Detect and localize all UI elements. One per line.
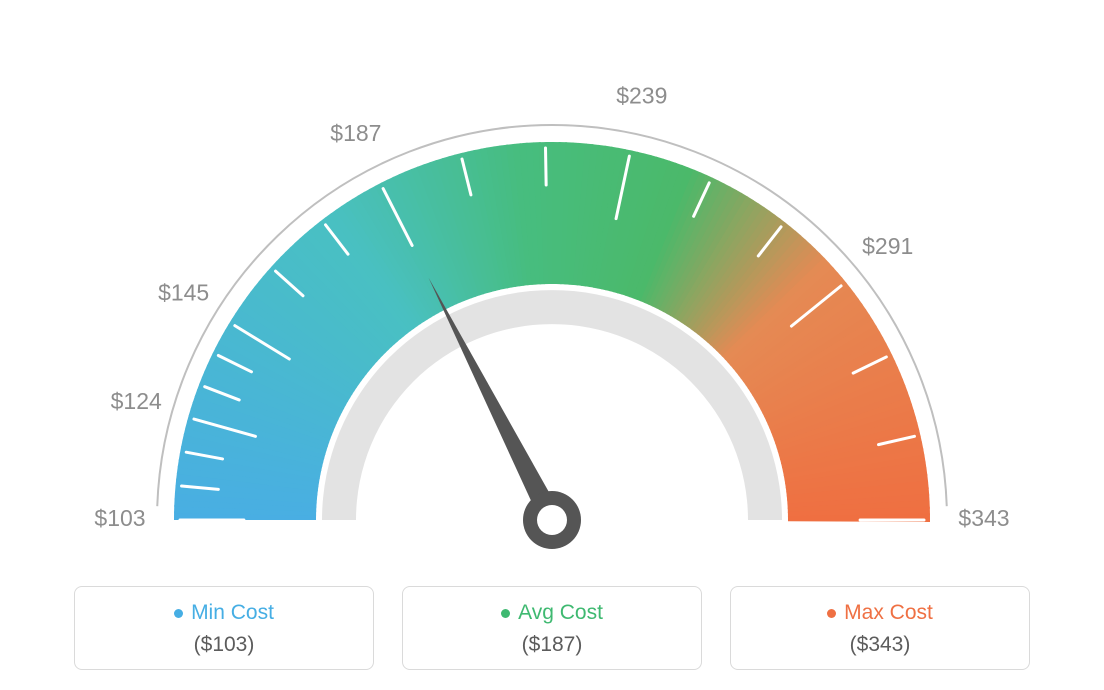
gauge-tick-label: $103 (94, 505, 145, 531)
gauge-svg: $103 $124 $145 $187 $239 $291 $343 (0, 0, 1104, 560)
gauge-tick-label: $145 (158, 279, 209, 305)
legend-value-min: ($103) (85, 633, 363, 657)
gauge-tick-label: $187 (330, 120, 381, 146)
legend-title-max: Max Cost (827, 601, 933, 625)
gauge-hub-hole (537, 505, 567, 535)
legend-card-max: Max Cost ($343) (730, 586, 1030, 670)
legend-card-min: Min Cost ($103) (74, 586, 374, 670)
legend-value-avg: ($187) (413, 633, 691, 657)
gauge-tick-label: $239 (616, 83, 667, 109)
legend-title-avg: Avg Cost (501, 601, 603, 625)
gauge-tick-label: $343 (958, 505, 1009, 531)
dot-icon (501, 609, 510, 618)
legend-value-max: ($343) (741, 633, 1019, 657)
legend-title-label: Avg Cost (518, 601, 603, 625)
legend-card-avg: Avg Cost ($187) (402, 586, 702, 670)
legend-title-label: Min Cost (191, 601, 274, 625)
gauge-tick-label: $291 (862, 233, 913, 259)
legend-row: Min Cost ($103) Avg Cost ($187) Max Cost… (0, 586, 1104, 670)
gauge-tick-label: $124 (111, 388, 162, 414)
legend-title-label: Max Cost (844, 601, 933, 625)
dot-icon (827, 609, 836, 618)
cost-gauge: $103 $124 $145 $187 $239 $291 $343 (0, 0, 1104, 560)
legend-title-min: Min Cost (174, 601, 274, 625)
gauge-gradient-arc (174, 142, 930, 522)
dot-icon (174, 609, 183, 618)
